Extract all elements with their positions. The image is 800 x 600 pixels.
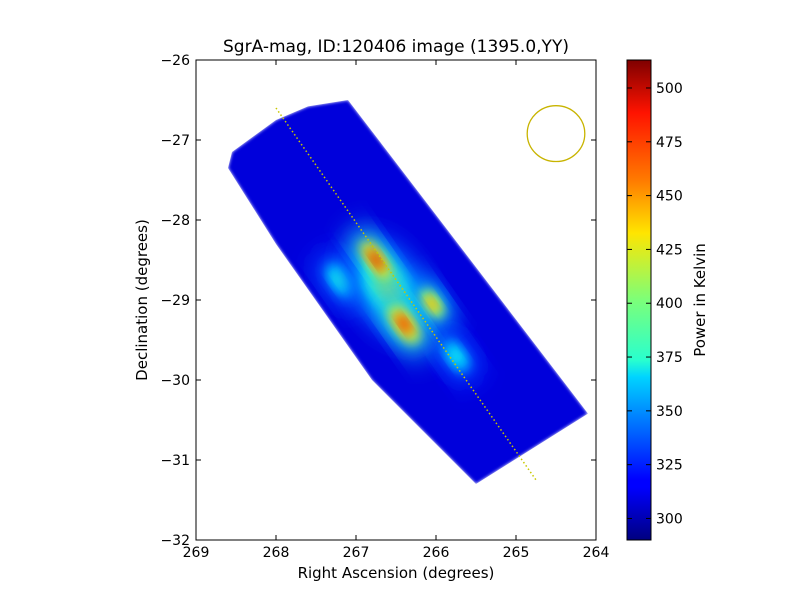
beam-circle <box>526 105 586 163</box>
chart-title: SgrA-mag, ID:120406 image (1395.0,YY) <box>223 37 569 57</box>
y-tick-label: −32 <box>160 533 190 549</box>
hotspot <box>351 227 401 293</box>
colorbar-tick-label: 475 <box>656 135 683 151</box>
colorbar-tick-label: 300 <box>656 511 683 527</box>
hotspot <box>378 291 430 357</box>
colorbar-tick-label: 500 <box>656 81 683 97</box>
colorbar-tick-label: 350 <box>656 404 683 420</box>
y-tick-label: −28 <box>160 213 190 229</box>
y-tick-label: −31 <box>160 453 190 469</box>
x-tick-label: 267 <box>343 545 370 561</box>
colorbar-tick-label: 325 <box>656 458 683 474</box>
heatmap-image <box>228 100 588 484</box>
hotspot <box>317 252 363 308</box>
y-tick-label: −27 <box>160 133 190 149</box>
colorbar-tick-label: 450 <box>656 189 683 205</box>
colorbar-tick-label: 400 <box>656 296 683 312</box>
y-tick-label: −26 <box>160 53 190 69</box>
colorbar-tick-label: 425 <box>656 242 683 258</box>
x-tick-label: 269 <box>183 545 210 561</box>
x-tick-label: 264 <box>583 545 610 561</box>
hotspot <box>433 328 479 384</box>
hotspot <box>412 279 452 329</box>
colorbar-tick-label: 375 <box>656 350 683 366</box>
colorbar <box>626 59 652 541</box>
y-tick-label: −30 <box>160 373 190 389</box>
x-axis-label: Right Ascension (degrees) <box>298 564 495 582</box>
y-tick-label: −29 <box>160 293 190 309</box>
x-tick-label: 266 <box>423 545 450 561</box>
hotspot-layer <box>317 227 479 384</box>
colorbar-ticks: 300 325 350 375 400 425 450 475 500 <box>627 81 683 527</box>
x-tick-label: 265 <box>503 545 530 561</box>
x-tick-label: 268 <box>263 545 290 561</box>
x-axis: 269 268 267 266 265 264 <box>183 60 610 561</box>
colorbar-label: Power in Kelvin <box>691 243 709 357</box>
y-axis: −26 −27 −28 −29 −30 −31 −32 <box>160 53 596 549</box>
y-axis-label: Declination (degrees) <box>133 219 151 381</box>
